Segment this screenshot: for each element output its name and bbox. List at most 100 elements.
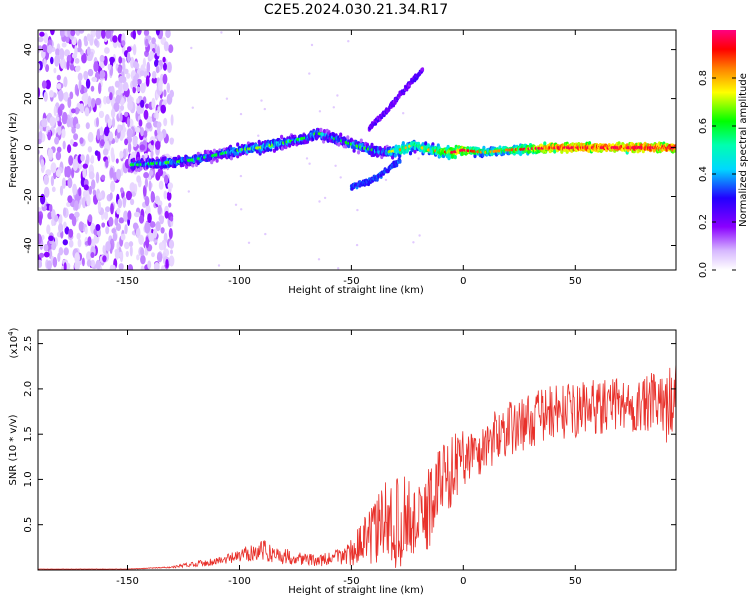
noise-blob [120,233,126,241]
noise-blob [99,54,105,63]
noise-blob [168,228,173,240]
noise-blob [58,215,62,225]
ridge-cell [453,154,457,160]
noise-blob [101,30,106,39]
noise-blob [64,226,70,235]
noise-blob [98,110,105,119]
noise-blob [140,83,146,94]
colorbar-tick-label: 0.2 [698,214,709,230]
noise-blob [101,174,106,181]
ridge-cell [163,156,167,161]
noise-blob [65,165,72,178]
noise-blob [48,204,53,213]
noise-blob [114,80,120,88]
spectrogram-panel: -150 -100 -50 0 50 -40 -20 0 20 40 Height of stra… [8,29,677,296]
noise-blob [135,126,141,133]
noise-blob [94,38,98,46]
noise-blob [83,184,89,191]
noise-blob [99,126,104,136]
noise-blob [103,95,108,105]
noise-blob [109,56,115,64]
noise-blob [157,200,163,207]
colorbar-tick-label: 0.6 [698,118,709,134]
noise-blob [50,56,54,65]
noise-blob [138,234,145,245]
noise-blob [356,208,359,212]
noise-blob [140,255,146,265]
noise-blob [74,45,78,57]
noise-blob [143,130,148,138]
noise-blob [152,70,157,79]
noise-blob [323,196,327,200]
noise-blob [138,119,143,127]
noise-blob [62,239,68,246]
snr-plot-area [38,330,676,570]
colorbar-label: Normalized spectral amplitude [738,73,749,227]
noise-blob [126,128,133,139]
noise-blob [115,89,122,97]
noise-blob [148,232,155,242]
noise-blob [119,104,125,111]
noise-blob [135,227,141,239]
noise-blob [263,107,266,111]
noise-blob [144,177,148,189]
noise-blob [82,163,89,169]
ridge-cell [212,148,216,153]
spectrogram-xtick-label: 50 [569,276,582,287]
ridge-cell [280,134,284,140]
noise-blob [64,49,71,57]
ridge-cell [473,153,477,159]
noise-blob [71,167,75,179]
noise-blob [142,57,146,68]
noise-blob [132,61,139,69]
noise-blob [144,222,151,234]
noise-blob [74,211,80,218]
noise-blob [81,52,87,64]
ridge-cell [266,147,270,152]
snr-xlabel: Height of straight line (km) [288,585,424,596]
noise-blob [166,61,172,73]
noise-blob [116,168,122,180]
noise-blob [116,223,121,232]
ridge-cell [359,138,363,143]
noise-blob [130,198,135,206]
noise-blob [72,159,79,172]
noise-blob [151,97,156,110]
noise-blob [104,126,110,137]
ridge-cell [203,149,207,155]
snr-multiplier-exp: 4 [7,331,15,336]
noise-blob [41,44,48,53]
snr-ytick-label: 1.5 [23,426,34,442]
noise-blob [148,170,154,176]
ridge-cell [255,149,259,154]
noise-blob [99,134,104,141]
spectrogram-xtick-label: 0 [460,276,466,287]
noise-blob [109,264,114,270]
noise-blob [97,201,101,213]
noise-blob [170,249,173,255]
noise-blob [117,198,123,209]
noise-blob [86,33,91,42]
noise-blob [132,136,138,148]
noise-blob [150,140,154,146]
noise-blob [124,224,128,235]
branch-upper-cell [402,91,406,96]
branch-upper-cell [421,67,425,72]
spectrogram-ytick-label: 40 [23,43,34,56]
noise-blob [318,110,322,113]
noise-blob [87,146,93,153]
noise-blob [199,151,202,154]
noise-blob [41,118,48,128]
noise-blob [163,62,167,71]
noise-blob [38,36,44,43]
noise-blob [74,58,80,64]
noise-blob [66,118,71,128]
noise-blob [71,126,76,134]
noise-blob [76,47,82,53]
noise-blob [70,139,74,146]
noise-blob [157,252,161,258]
noise-blob [155,221,161,232]
noise-blob [38,214,43,226]
noise-blob [146,122,152,129]
noise-blob [144,153,148,159]
